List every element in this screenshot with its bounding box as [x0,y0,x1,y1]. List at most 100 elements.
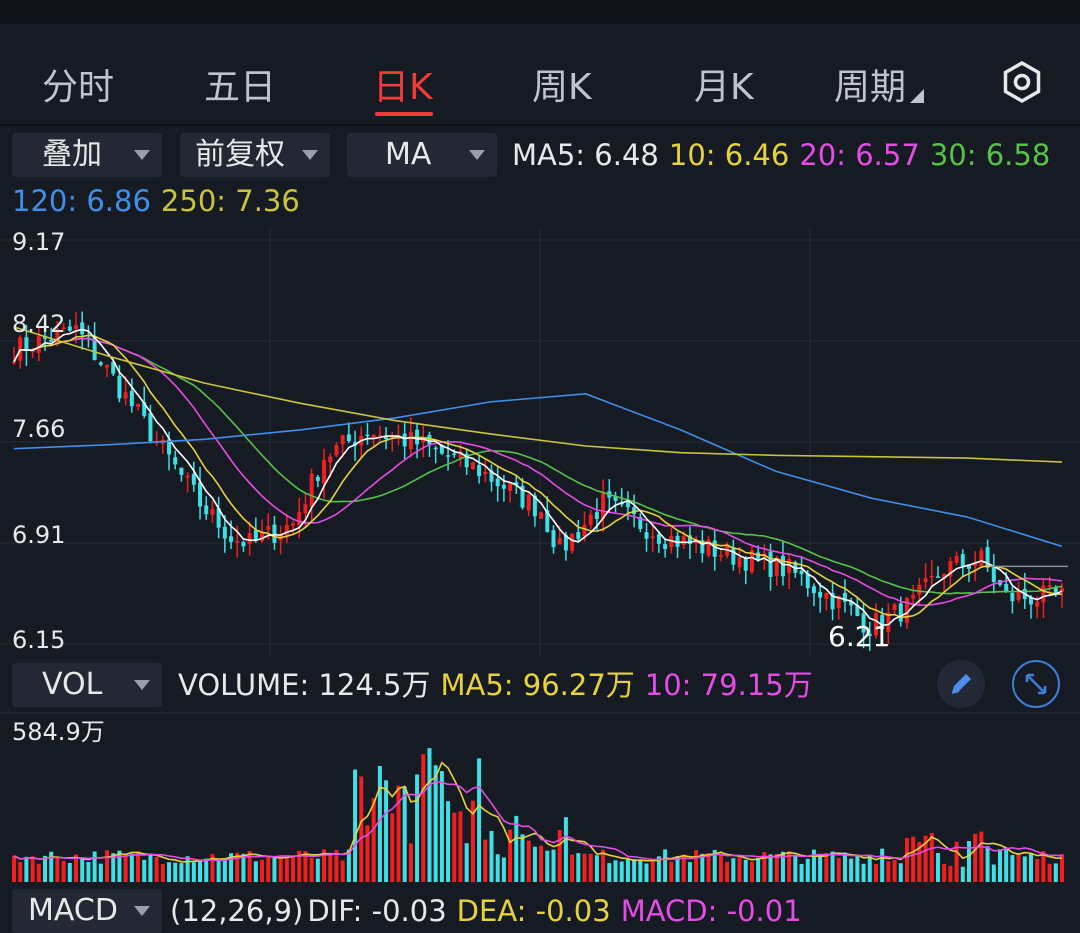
volume-bar [898,863,903,882]
volume-bar [340,860,345,882]
ma250-line [13,326,1063,463]
candle-body [594,512,599,519]
candle-body [185,475,190,478]
candle-body [309,473,314,507]
volume-bar [439,771,444,882]
candle-body [272,524,277,543]
volume-bar [997,849,1002,882]
candle-body [774,557,779,576]
volume-bar [24,856,29,882]
volume-bar [1035,858,1040,882]
indicator-dropdown[interactable]: MA [347,133,497,177]
candle-body [117,375,122,399]
candle-body [1016,591,1021,600]
volume-bar [303,851,308,882]
tab-intraday[interactable]: 分时 [42,67,115,108]
volume-bar [613,860,618,882]
y-tick-3: 7.66 [12,415,66,443]
candle-body [1047,585,1052,587]
volume-bar [322,849,327,882]
volume-bar [98,863,103,882]
volume-bar [315,858,320,882]
volume-bar [67,862,72,882]
macd-dropdown[interactable]: MACD [12,889,162,933]
volume-bar [309,857,314,882]
candle-body [625,501,630,508]
candle-body [446,455,451,457]
expand-chart-button[interactable] [1012,660,1060,708]
volume-bar [365,825,370,882]
volume-bar [1047,863,1052,882]
candle-body [811,586,816,594]
volume-bar [477,758,482,882]
ma30-line [13,337,1063,595]
candle-body [123,392,128,399]
volume-bar [681,854,686,882]
volume-bar [756,857,761,882]
candle-body [557,538,562,545]
vol-dropdown[interactable]: VOL [12,663,162,707]
volume-bar [328,852,333,882]
candle-body [24,337,29,351]
candle-body [384,436,389,440]
candle-body [737,557,742,568]
volume-bar [501,857,506,882]
volume-bar [105,850,110,882]
candle-body [656,534,661,544]
ma10-line [13,334,1063,618]
volume-bar [954,841,959,882]
volume-bar [1022,856,1027,882]
candle-body [235,540,240,543]
candle-body [929,575,934,578]
adjust-dropdown[interactable]: 前复权 [180,133,330,177]
volume-bar [173,862,178,882]
volume-bar [706,853,711,882]
candle-body [638,517,643,530]
candle-body [111,361,116,374]
settings-hexagon-icon[interactable] [1000,60,1044,104]
y-tick-max: 9.17 [12,228,66,256]
candle-body [718,555,723,557]
volume-bar [619,861,624,882]
candle-body [136,404,141,407]
period-tab-bar: 分时 五日 日K 周K 月K 周期 [0,40,1080,120]
candle-body [433,447,438,450]
candle-body [241,541,246,547]
volume-bar [49,851,54,882]
overlay-dropdown[interactable]: 叠加 [12,133,162,177]
volume-bar [495,854,500,882]
volume-bar [855,855,860,882]
candle-body [613,496,618,501]
candle-body [291,523,296,526]
volume-bar [384,780,389,882]
volume-chart[interactable] [0,712,1080,882]
candle-body [371,434,376,438]
volume-bar [601,849,606,882]
tab-monthly-k[interactable]: 月K [694,67,754,108]
volume-bar [551,849,556,882]
candle-body [973,563,978,567]
volume-bar [278,855,283,882]
kline-chart[interactable] [0,228,1080,656]
ma-legend-row2: 120: 6.86 250: 7.36 [12,183,310,219]
active-tab-underline [375,112,433,116]
volume-bar [508,829,513,882]
volume-bar [204,858,209,882]
candle-body [898,603,903,622]
volume-bar [836,857,841,882]
tab-weekly-k[interactable]: 周K [532,67,592,108]
corner-triangle-icon [910,89,925,103]
volume-bar [731,858,736,882]
tab-daily-k[interactable]: 日K [373,67,433,108]
candle-body [148,413,153,442]
candle-body [328,456,333,463]
volume-bar [663,849,668,882]
candle-body [849,601,854,606]
candle-body [49,339,54,342]
volume-value: VOLUME: 124.5万 [178,668,431,702]
candle-body [563,535,568,551]
edit-indicator-button[interactable] [937,660,985,708]
candle-body [464,453,469,468]
tab-five-day[interactable]: 五日 [204,67,277,108]
tab-period-menu[interactable]: 周期 [834,58,925,110]
